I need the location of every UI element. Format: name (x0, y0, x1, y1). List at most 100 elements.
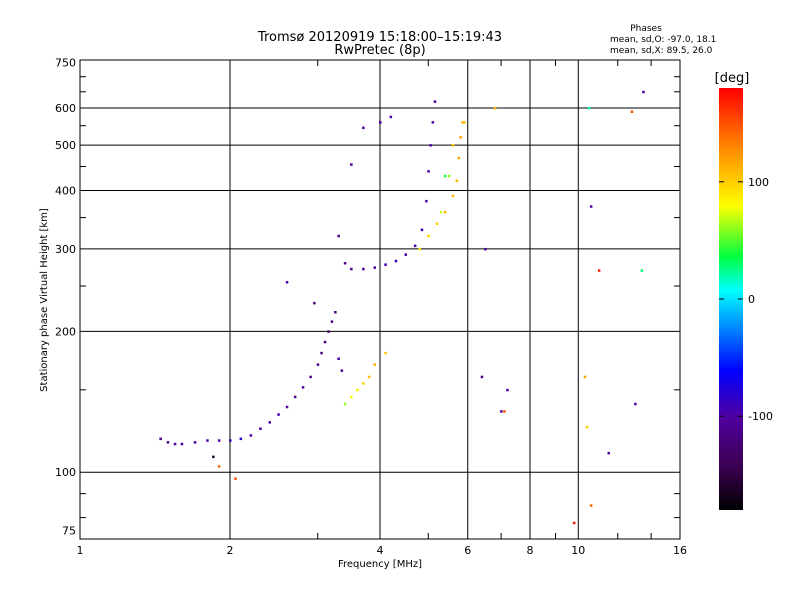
data-point-x-mode (443, 174, 447, 178)
data-point-o-mode (217, 439, 221, 442)
data-point-o-mode (239, 437, 243, 441)
data-point-o-mode (313, 301, 316, 305)
colorbar-tick-label: 100 (748, 176, 769, 189)
x-tick-labels: 1 2 4 6 8 10 16 (77, 544, 688, 557)
data-point-x-mode (597, 269, 601, 272)
data-point-o-mode (337, 357, 340, 360)
y-tick-labels: 75 100 200 300 400 500 600 750 (55, 57, 76, 538)
data-point-o-mode (389, 115, 393, 119)
data-point-o-mode (340, 369, 344, 372)
data-point-o-mode (350, 267, 353, 271)
y-tick-label: 500 (55, 139, 76, 152)
data-point-o-mode (293, 395, 297, 399)
data-point-x-mode (362, 382, 365, 385)
y-axis-label: Stationary phase Virtual Height [km] (39, 208, 50, 392)
data-point-x-mode (427, 234, 430, 238)
data-point-o-mode (429, 144, 432, 147)
data-point-x-mode (585, 425, 589, 429)
data-point-o-mode (420, 228, 424, 232)
data-point-o-mode (343, 262, 347, 265)
y-tick-label: 600 (55, 102, 76, 115)
data-point-o-mode (589, 205, 593, 208)
x-tick-label: 2 (227, 544, 234, 557)
data-point-o-mode (166, 441, 170, 444)
data-point-x-mode (212, 455, 215, 459)
data-point-o-mode (206, 439, 209, 442)
x-tick-label: 1 (77, 544, 84, 557)
data-point-x-mode (343, 402, 347, 406)
y-tick-label: 200 (55, 325, 76, 338)
data-point-o-mode (268, 421, 271, 424)
data-point-x-mode (439, 210, 443, 214)
data-point-o-mode (362, 267, 365, 271)
data-point-o-mode (301, 386, 305, 389)
chart-title: Tromsø 20120919 15:18:00–15:19:43 (257, 30, 502, 45)
data-point-x-mode (451, 194, 455, 198)
data-point-o-mode (362, 126, 365, 130)
data-point-x-mode (447, 174, 451, 178)
data-point-o-mode (634, 402, 637, 406)
y-tick-label: 400 (55, 184, 76, 197)
data-point-x-mode (630, 110, 634, 113)
data-point-o-mode (433, 100, 437, 103)
data-point-o-mode (323, 340, 327, 344)
data-point-x-mode (435, 222, 439, 225)
data-point-o-mode (193, 441, 197, 444)
stats-x-mode: mean, sd,X: 89.5, 26.0 (610, 46, 713, 56)
y-tick-label: 75 (62, 525, 76, 538)
data-point-x-mode (589, 504, 593, 507)
colorbar-ticks: 100 0 -100 (719, 176, 773, 423)
data-point-o-mode (285, 281, 289, 284)
x-axis-label: Frequency [MHz] (338, 559, 422, 570)
data-point-x-mode (367, 375, 371, 379)
x-tick-label: 8 (527, 544, 534, 557)
data-point-x-mode (373, 363, 376, 366)
data-point-o-mode (642, 90, 645, 94)
data-point-x-mode (350, 395, 353, 399)
data-point-o-mode (320, 351, 323, 355)
data-point-o-mode (337, 234, 340, 238)
data-point-o-mode (350, 163, 353, 166)
data-point-o-mode (379, 121, 382, 124)
data-point-o-mode (259, 427, 262, 430)
data-point-o-mode (484, 247, 487, 251)
data-point-o-mode (327, 330, 330, 333)
data-point-o-mode (316, 363, 320, 366)
data-point-x-mode (443, 210, 447, 214)
x-tick-label: 4 (377, 544, 384, 557)
data-point-x-mode (459, 136, 462, 139)
data-point-o-mode (159, 437, 162, 441)
data-point-x-mode (587, 107, 591, 110)
data-point-x-mode (234, 477, 237, 480)
colorbar-tick-label: -100 (748, 410, 773, 423)
data-point-o-mode (277, 413, 280, 416)
data-point-o-mode (500, 410, 503, 413)
data-point-o-mode (394, 259, 398, 263)
data-point-o-mode (384, 263, 387, 266)
data-point-x-mode (463, 121, 466, 124)
data-point-x-mode (583, 375, 587, 379)
data-point-x-mode (356, 388, 359, 392)
colorbar-tick-label: 0 (748, 293, 755, 306)
data-point-o-mode (373, 266, 376, 269)
stats-header: Phases (630, 24, 662, 34)
data-point-o-mode (249, 434, 253, 437)
data-point-x-mode (455, 179, 459, 182)
x-tick-label: 10 (571, 544, 585, 557)
data-point-o-mode (309, 375, 312, 379)
data-point-o-mode (173, 442, 177, 446)
data-point-x-mode (217, 465, 221, 468)
x-tick-label: 6 (464, 544, 471, 557)
data-point-x-mode (457, 156, 460, 160)
data-point-o-mode (427, 170, 430, 173)
data-point-o-mode (285, 405, 289, 409)
chart-subtitle: RwPretec (8p) (334, 43, 425, 58)
y-tick-label: 100 (55, 466, 76, 479)
data-point-x-mode (493, 107, 497, 110)
grid-lines (80, 60, 680, 539)
colorbar-label: [deg] (715, 71, 750, 86)
x-tick-label: 16 (673, 544, 687, 557)
data-point-o-mode (413, 244, 417, 248)
data-point-o-mode (480, 375, 484, 379)
